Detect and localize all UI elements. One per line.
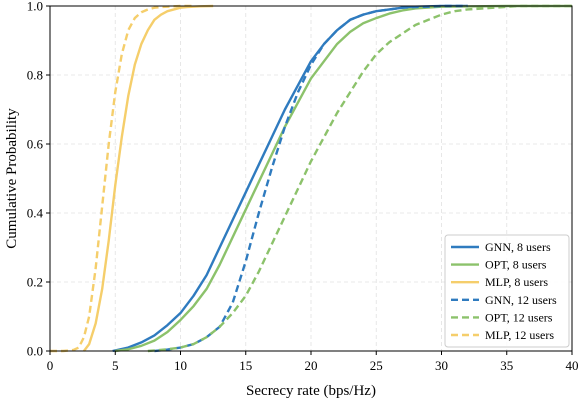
x-axis-label: Secrecy rate (bps/Hz) (246, 383, 376, 399)
legend-label: GNN, 12 users (485, 293, 557, 307)
series-layer (50, 4, 572, 353)
series-line-1 (112, 4, 468, 353)
legend-label: MLP, 8 users (485, 275, 548, 289)
series-line-4 (154, 4, 468, 353)
legend-box (444, 234, 570, 348)
series-line-5 (147, 4, 572, 353)
y-tick-label: 1.0 (27, 0, 43, 14)
legend-label: OPT, 12 users (485, 310, 553, 324)
axis-ticks: 0 5 10 15 20 25 30 35 40 0.0 0.2 0.4 0.6 0.8 1.0 (27, 0, 579, 373)
y-tick-label: 0.2 (27, 275, 43, 290)
legend-label: OPT, 8 users (485, 258, 547, 272)
x-tick-label: 30 (435, 358, 448, 373)
x-tick-label: 5 (112, 358, 119, 373)
x-tick-label: 20 (305, 358, 318, 373)
x-tick-label: 35 (500, 358, 513, 373)
y-tick-label: 0.6 (27, 137, 44, 152)
y-tick-label: 0.8 (27, 68, 43, 83)
x-tick-label: 0 (47, 358, 54, 373)
legend: GNN, 8 users OPT, 8 users MLP, 8 users GNN,… (444, 234, 570, 348)
legend-label: GNN, 8 users (485, 240, 551, 254)
legend-label: MLP, 12 users (485, 328, 554, 342)
x-tick-label: 10 (174, 358, 187, 373)
y-axis-label: Cumulative Probability (4, 108, 20, 249)
series-line-2 (115, 4, 572, 353)
series-line-6 (50, 4, 194, 353)
y-tick-label: 0.4 (27, 206, 44, 221)
grid-lines (49, 5, 573, 352)
x-tick-label: 25 (370, 358, 383, 373)
y-tick-label: 0.0 (27, 344, 43, 359)
x-tick-label: 15 (239, 358, 252, 373)
x-tick-label: 40 (566, 358, 579, 373)
